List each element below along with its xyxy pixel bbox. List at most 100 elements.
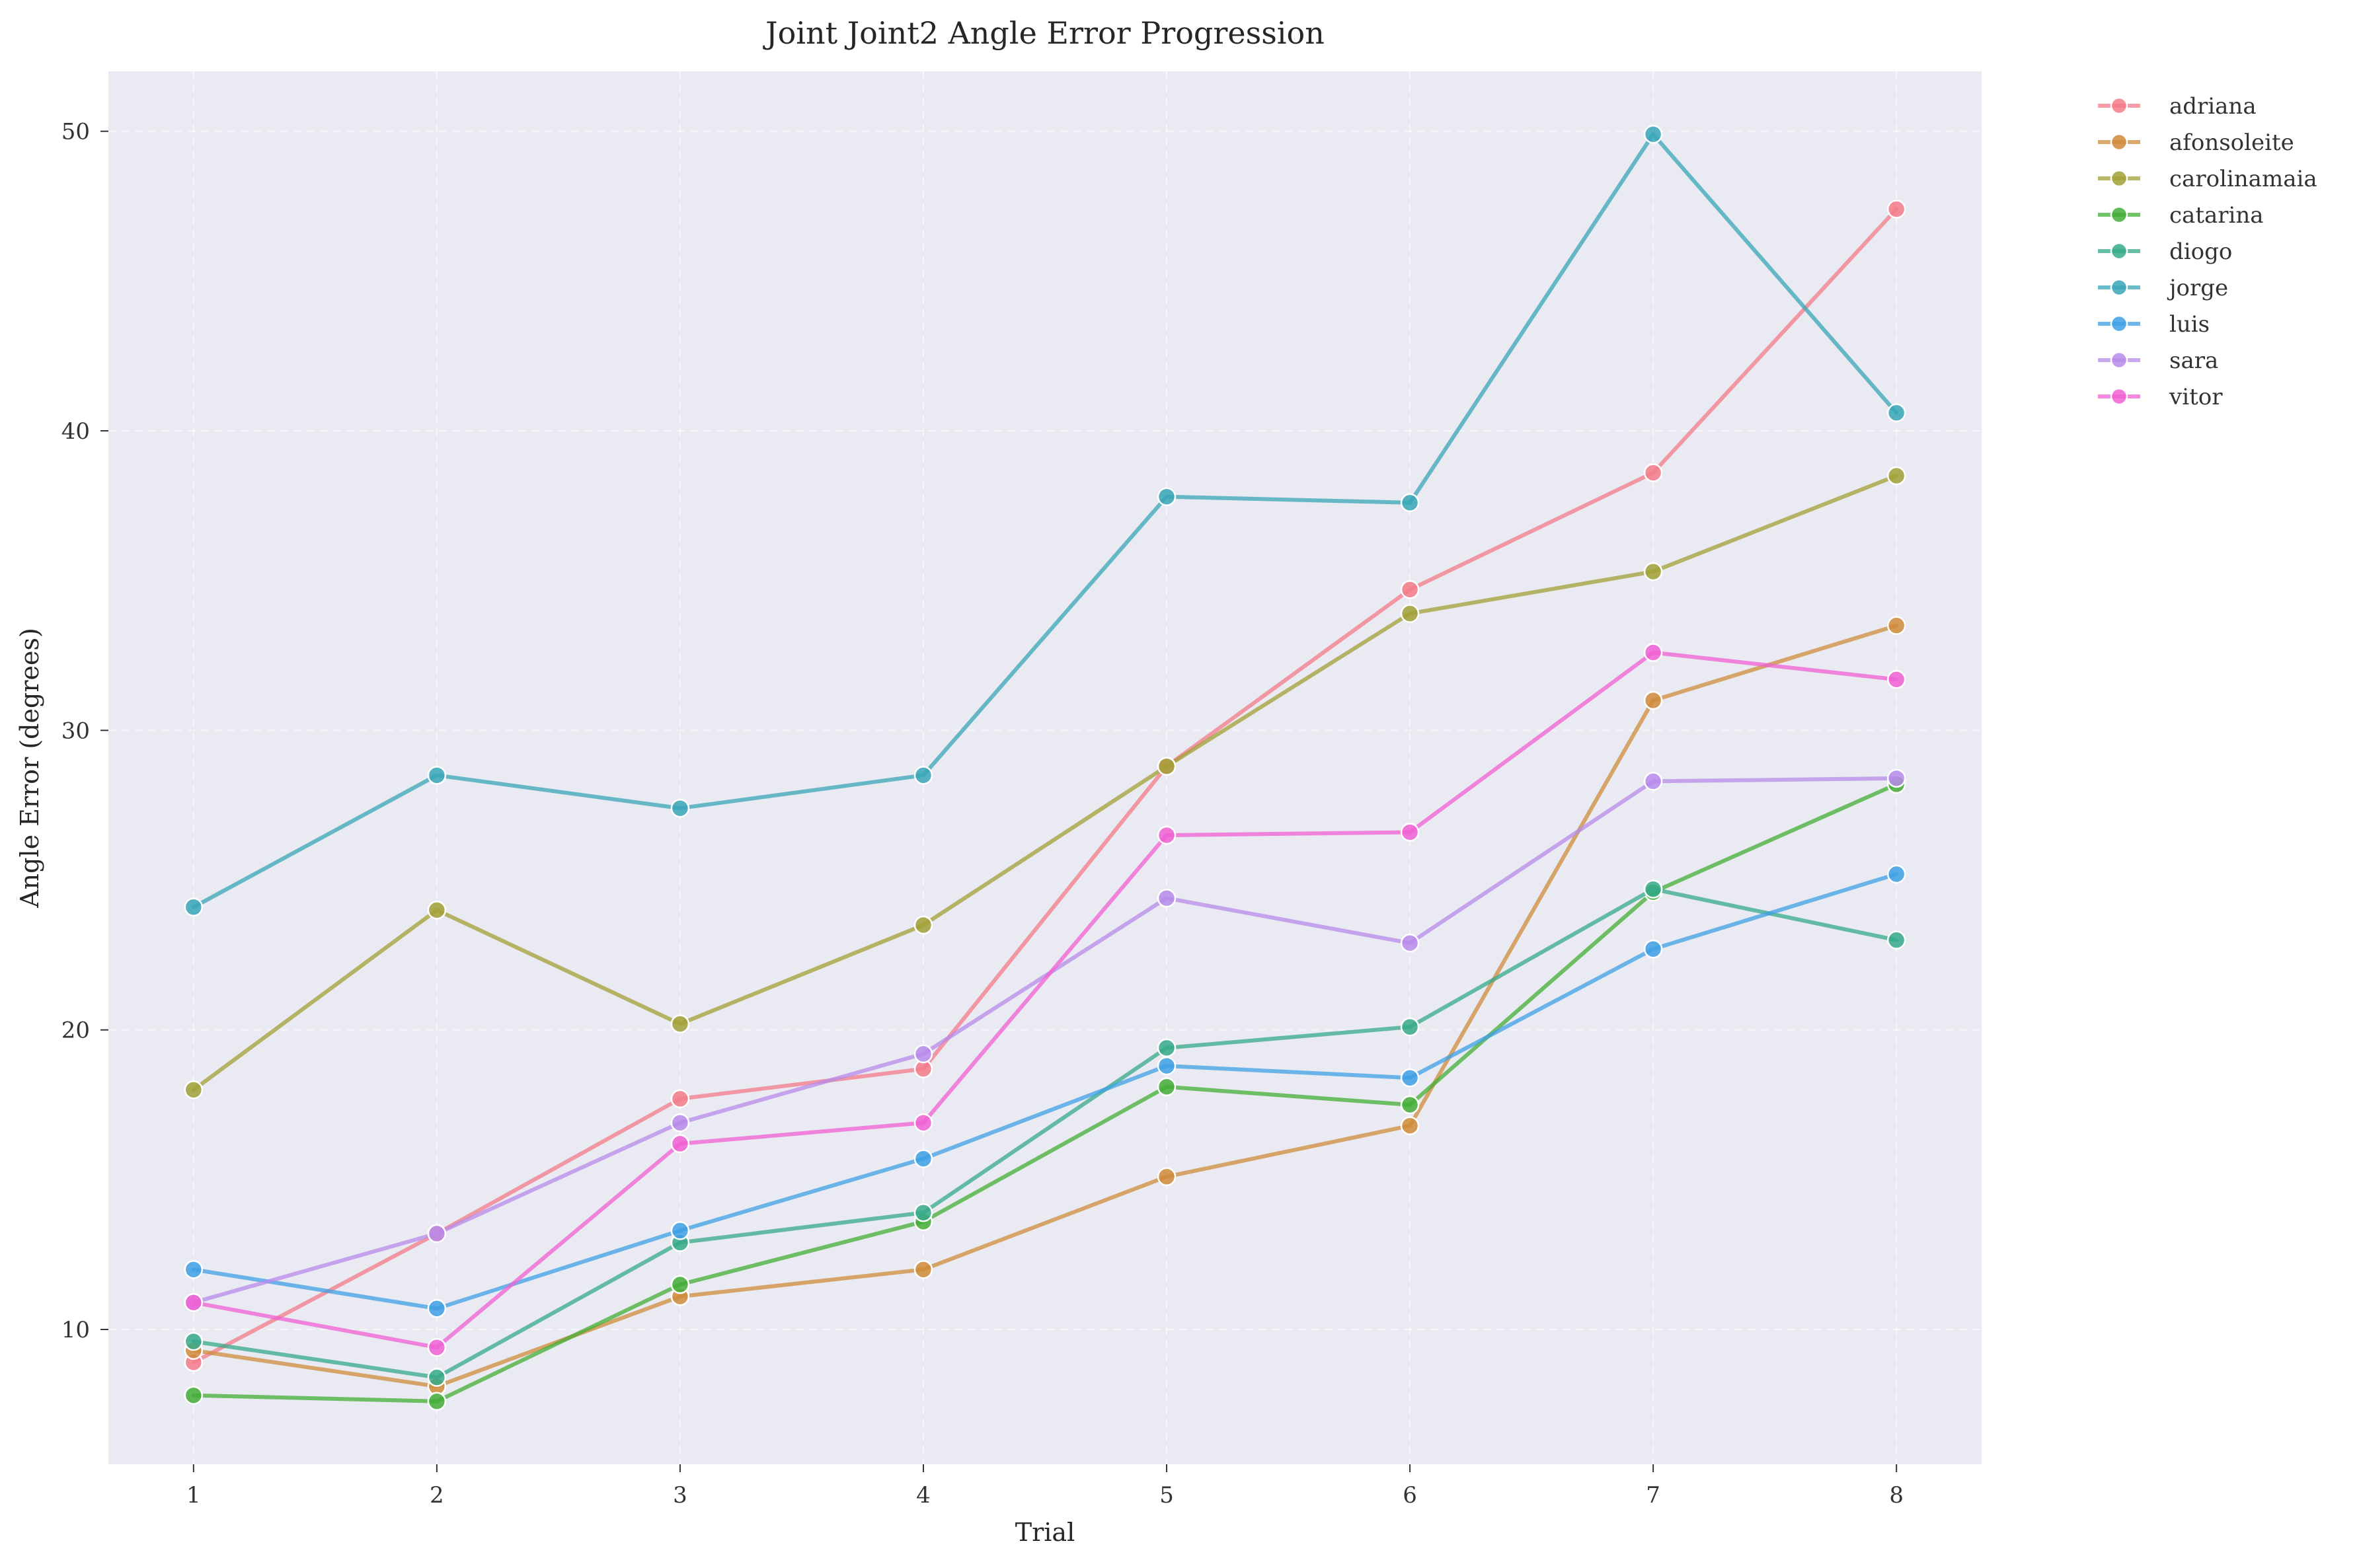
legend-swatch-marker [2110,387,2128,406]
data-point-vitor [427,1337,447,1357]
x-tick-label: 5 [1159,1482,1174,1509]
legend-item-jorge: jorge [2098,275,2228,301]
legend-label: catarina [2169,202,2264,229]
series-line-afonsoleite [191,623,1899,1389]
data-point-adriana [1400,580,1420,599]
legend-swatch-marker [2110,278,2128,297]
data-point-diogo [427,1368,447,1387]
series-carolinamaia [184,466,1906,1100]
data-point-diogo [1157,1038,1177,1058]
data-point-vitor [670,1134,690,1154]
legend-label: carolinamaia [2169,166,2317,192]
data-point-jorge [1157,487,1177,506]
series-line-carolinamaia [191,474,1899,1092]
legend-swatch-marker [2110,351,2128,369]
data-point-sara [1400,933,1420,953]
legend-label: luis [2169,311,2210,338]
data-point-diogo [1886,930,1906,950]
y-tick-label: 40 [61,418,90,445]
data-point-afonsoleite [1643,691,1663,710]
data-point-luis [913,1149,933,1168]
series-jorge [184,124,1906,917]
data-point-sara [913,1044,933,1064]
data-point-jorge [427,766,447,785]
legend-item-luis: luis [2098,311,2210,338]
legend-swatch-marker [2110,96,2128,115]
legend-label: afonsoleite [2169,130,2294,156]
grid [108,71,1982,1464]
data-point-diogo [913,1203,933,1222]
legend-swatch-marker [2110,133,2128,151]
data-point-carolinamaia [1157,757,1177,776]
x-tick-label: 7 [1646,1482,1660,1509]
x-tick-label: 3 [673,1482,687,1509]
y-tick-label: 20 [61,1018,90,1044]
data-point-carolinamaia [184,1080,204,1100]
data-point-vitor [184,1292,204,1312]
legend-item-diogo: diogo [2098,239,2232,265]
series-vitor [184,643,1906,1357]
y-tick-label: 50 [61,119,90,145]
data-point-afonsoleite [1400,1116,1420,1135]
y-axis-label: Angle Error (degrees) [15,628,44,909]
data-point-luis [1643,940,1663,959]
x-tick-label: 8 [1889,1482,1904,1509]
series-line-adriana [191,207,1899,1364]
data-point-vitor [1643,643,1663,662]
data-point-luis [1400,1068,1420,1088]
data-point-adriana [1643,463,1663,482]
data-point-jorge [1400,493,1420,513]
data-point-afonsoleite [913,1260,933,1279]
data-point-sara [1886,768,1906,788]
legend-item-adriana: adriana [2098,93,2257,120]
data-point-diogo [184,1331,204,1351]
legend-item-catarina: catarina [2098,202,2264,229]
x-axis-label: Trial [1015,1518,1075,1547]
plot-area [108,71,1982,1464]
data-point-carolinamaia [427,901,447,920]
legend-label: diogo [2169,239,2232,265]
series-luis [184,864,1906,1318]
data-point-carolinamaia [913,915,933,935]
data-point-adriana [670,1089,690,1109]
data-point-adriana [1886,200,1906,219]
data-point-vitor [913,1113,933,1133]
data-point-luis [184,1260,204,1279]
data-point-jorge [184,897,204,917]
data-point-carolinamaia [670,1014,690,1033]
data-point-vitor [1886,670,1906,689]
data-point-vitor [1157,825,1177,845]
series-line-luis [191,872,1899,1311]
legend-label: adriana [2169,93,2257,120]
data-point-catarina [1400,1095,1420,1115]
data-point-catarina [1157,1077,1177,1097]
data-point-afonsoleite [1886,616,1906,635]
x-tick-label: 6 [1403,1482,1417,1509]
series-line-diogo [191,887,1899,1380]
data-point-jorge [670,798,690,818]
data-point-vitor [1400,823,1420,842]
legend-item-carolinamaia: carolinamaia [2098,166,2317,192]
data-point-diogo [1400,1017,1420,1037]
x-tick-label: 2 [430,1482,444,1509]
series-line-catarina [191,782,1899,1403]
data-point-luis [427,1299,447,1318]
data-point-luis [670,1221,690,1240]
legend-item-vitor: vitor [2098,384,2223,410]
data-point-jorge [1643,124,1663,144]
data-point-afonsoleite [1157,1167,1177,1187]
legend-swatch-marker [2110,315,2128,333]
axes: 1 2 3 4 5 6 7 8 10 20 30 40 50 [61,119,1904,1509]
legend-item-afonsoleite: afonsoleite [2098,130,2294,156]
legend: adriana afonsoleite carolinamaia catarina di… [2098,93,2317,410]
data-point-luis [1886,864,1906,884]
y-tick-label: 30 [61,718,90,744]
series-line-vitor [191,650,1899,1350]
data-point-catarina [184,1386,204,1405]
data-point-carolinamaia [1400,604,1420,623]
series-group [184,124,1906,1411]
legend-label: jorge [2167,275,2228,301]
data-point-jorge [1886,403,1906,423]
